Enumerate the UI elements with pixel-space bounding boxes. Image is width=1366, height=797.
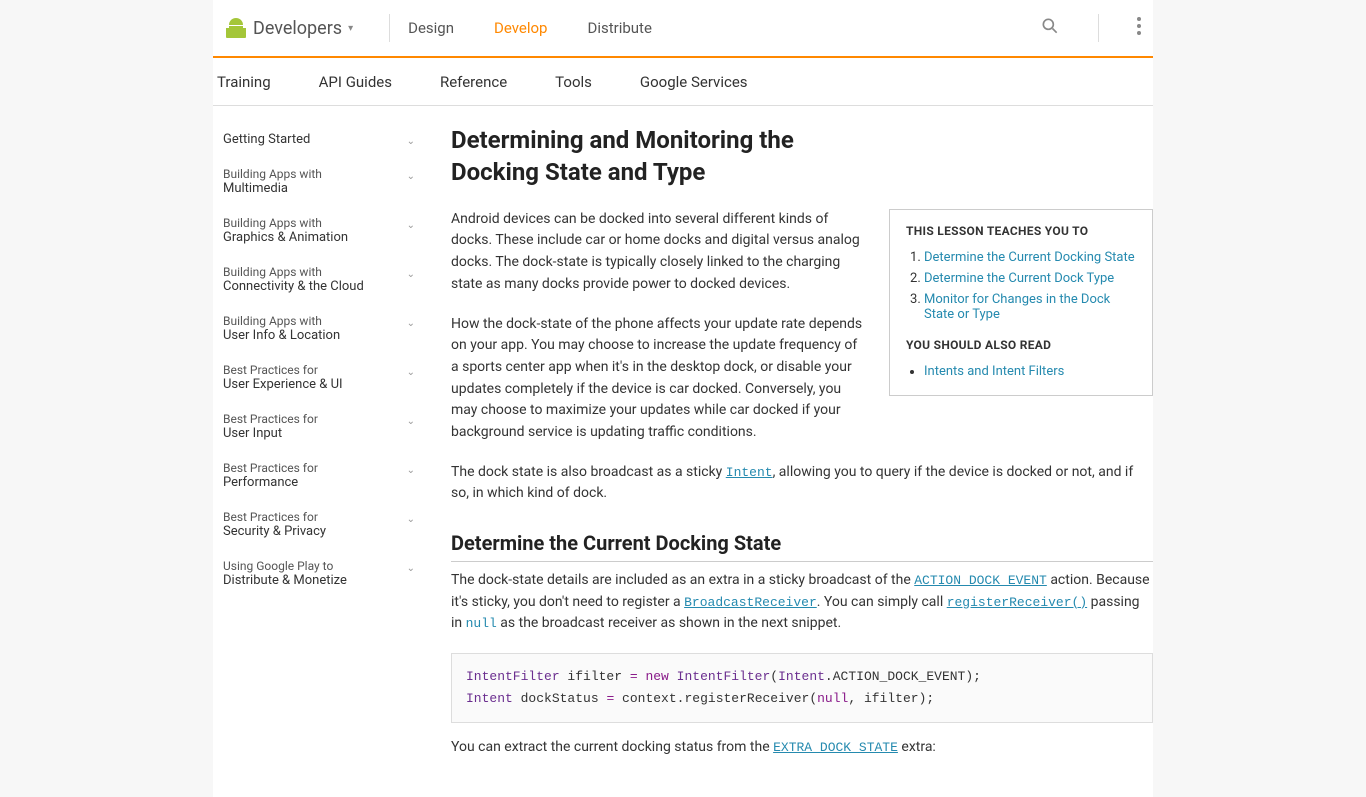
read-link[interactable]: Intents and Intent Filters: [924, 364, 1064, 379]
topnav-distribute[interactable]: Distribute: [587, 19, 651, 37]
sidebar-item-6[interactable]: Best Practices forUser Input ⌄: [217, 402, 423, 451]
paragraph: The dock state is also broadcast as a st…: [451, 462, 1153, 505]
sidebar-item-label: Performance: [223, 475, 403, 490]
read-item: Intents and Intent Filters: [924, 364, 1136, 379]
sidebar-item-label: Multimedia: [223, 181, 403, 196]
sidebar-item-prefix: Building Apps with: [223, 314, 403, 328]
android-icon: [225, 16, 247, 40]
code-link[interactable]: ACTION_DOCK_EVENT: [914, 573, 1047, 588]
sidebar-item-label: User Info & Location: [223, 328, 403, 343]
sidebar-item-prefix: Using Google Play to: [223, 559, 403, 573]
sidebar-item-2[interactable]: Building Apps withGraphics & Animation ⌄: [217, 206, 423, 255]
chevron-down-icon: ⌄: [407, 465, 415, 476]
sidebar-item-prefix: Building Apps with: [223, 167, 403, 181]
lesson-link[interactable]: Determine the Current Docking State: [924, 250, 1135, 265]
code-inline: null: [466, 616, 497, 631]
topnav-develop[interactable]: Develop: [494, 19, 547, 37]
subnav-services[interactable]: Google Services: [640, 73, 748, 91]
lesson-item: Monitor for Changes in the Dock State or…: [924, 292, 1136, 322]
sidebar-item-3[interactable]: Building Apps withConnectivity & the Clo…: [217, 255, 423, 304]
sidebar-item-9[interactable]: Using Google Play toDistribute & Monetiz…: [217, 549, 423, 598]
logo-block[interactable]: Developers ▾: [225, 16, 371, 40]
brand-text: Developers: [253, 18, 342, 39]
sidebar-item-prefix: Best Practices for: [223, 510, 403, 524]
sidebar-item-prefix: Best Practices for: [223, 363, 403, 377]
text: . You can simply call: [817, 594, 947, 610]
subnav-api[interactable]: API Guides: [319, 73, 392, 91]
sidebar-item-1[interactable]: Building Apps withMultimedia ⌄: [217, 157, 423, 206]
chevron-down-icon: ⌄: [407, 416, 415, 427]
code-link[interactable]: EXTRA_DOCK_STATE: [773, 740, 898, 755]
paragraph: You can extract the current docking stat…: [451, 737, 1153, 759]
content: Determining and Monitoring the Docking S…: [423, 106, 1153, 797]
chevron-down-icon: ⌄: [407, 367, 415, 378]
read-heading: YOU SHOULD ALSO READ: [906, 338, 1136, 352]
sidebar-item-8[interactable]: Best Practices forSecurity & Privacy ⌄: [217, 500, 423, 549]
chevron-down-icon: ⌄: [407, 563, 415, 574]
code-link[interactable]: BroadcastReceiver: [684, 595, 817, 610]
subnav: Training API Guides Reference Tools Goog…: [213, 58, 1153, 106]
lesson-item: Determine the Current Dock Type: [924, 271, 1136, 286]
search-icon[interactable]: [1040, 16, 1060, 40]
subnav-reference[interactable]: Reference: [440, 73, 507, 91]
sidebar-item-7[interactable]: Best Practices forPerformance ⌄: [217, 451, 423, 500]
sidebar-item-label: Security & Privacy: [223, 524, 403, 539]
code-block: IntentFilter ifilter = new IntentFilter(…: [451, 653, 1153, 723]
sidebar-item-0[interactable]: Getting Started ⌄: [217, 122, 423, 157]
chevron-down-icon: ⌄: [407, 514, 415, 525]
lesson-item: Determine the Current Docking State: [924, 250, 1136, 265]
sidebar-item-label: User Experience & UI: [223, 377, 403, 392]
overflow-menu-icon[interactable]: [1137, 17, 1141, 39]
code-link[interactable]: registerReceiver(): [947, 595, 1087, 610]
sidebar-item-label: Getting Started: [223, 132, 403, 147]
sidebar-item-label: Distribute & Monetize: [223, 573, 403, 588]
text: extra:: [898, 739, 936, 755]
subnav-training[interactable]: Training: [217, 73, 271, 91]
sidebar-item-prefix: Best Practices for: [223, 461, 403, 475]
text: The dock-state details are included as a…: [451, 572, 914, 588]
chevron-down-icon: ▾: [348, 23, 353, 34]
separator: [1098, 14, 1099, 42]
sidebar-item-label: User Input: [223, 426, 403, 441]
sidebar-item-prefix: Building Apps with: [223, 216, 403, 230]
sidebar-item-prefix: Building Apps with: [223, 265, 403, 279]
subnav-tools[interactable]: Tools: [555, 73, 592, 91]
sidebar-item-prefix: Best Practices for: [223, 412, 403, 426]
sidebar-item-label: Graphics & Animation: [223, 230, 403, 245]
topbar: Developers ▾ Design Develop Distribute: [213, 0, 1153, 56]
text: You can extract the current docking stat…: [451, 739, 773, 755]
separator: [389, 14, 390, 42]
section-heading: Determine the Current Docking State: [451, 531, 1153, 562]
chevron-down-icon: ⌄: [407, 136, 415, 147]
topnav-design[interactable]: Design: [408, 19, 454, 37]
sidebar-item-label: Connectivity & the Cloud: [223, 279, 403, 294]
sidebar: Getting Started⌄Building Apps withMultim…: [213, 106, 423, 797]
chevron-down-icon: ⌄: [407, 220, 415, 231]
code-link[interactable]: Intent: [726, 465, 773, 480]
lesson-heading: THIS LESSON TEACHES YOU TO: [906, 224, 1136, 238]
chevron-down-icon: ⌄: [407, 269, 415, 280]
lesson-link[interactable]: Determine the Current Dock Type: [924, 271, 1114, 286]
paragraph: The dock-state details are included as a…: [451, 570, 1153, 635]
text: The dock state is also broadcast as a st…: [451, 464, 726, 480]
text: as the broadcast receiver as shown in th…: [497, 615, 841, 631]
sidebar-item-5[interactable]: Best Practices forUser Experience & UI ⌄: [217, 353, 423, 402]
chevron-down-icon: ⌄: [407, 318, 415, 329]
page-title: Determining and Monitoring the Docking S…: [451, 124, 831, 189]
chevron-down-icon: ⌄: [407, 171, 415, 182]
sidebar-item-4[interactable]: Building Apps withUser Info & Location ⌄: [217, 304, 423, 353]
lesson-box: THIS LESSON TEACHES YOU TO Determine the…: [889, 209, 1153, 396]
lesson-link[interactable]: Monitor for Changes in the Dock State or…: [924, 292, 1110, 322]
